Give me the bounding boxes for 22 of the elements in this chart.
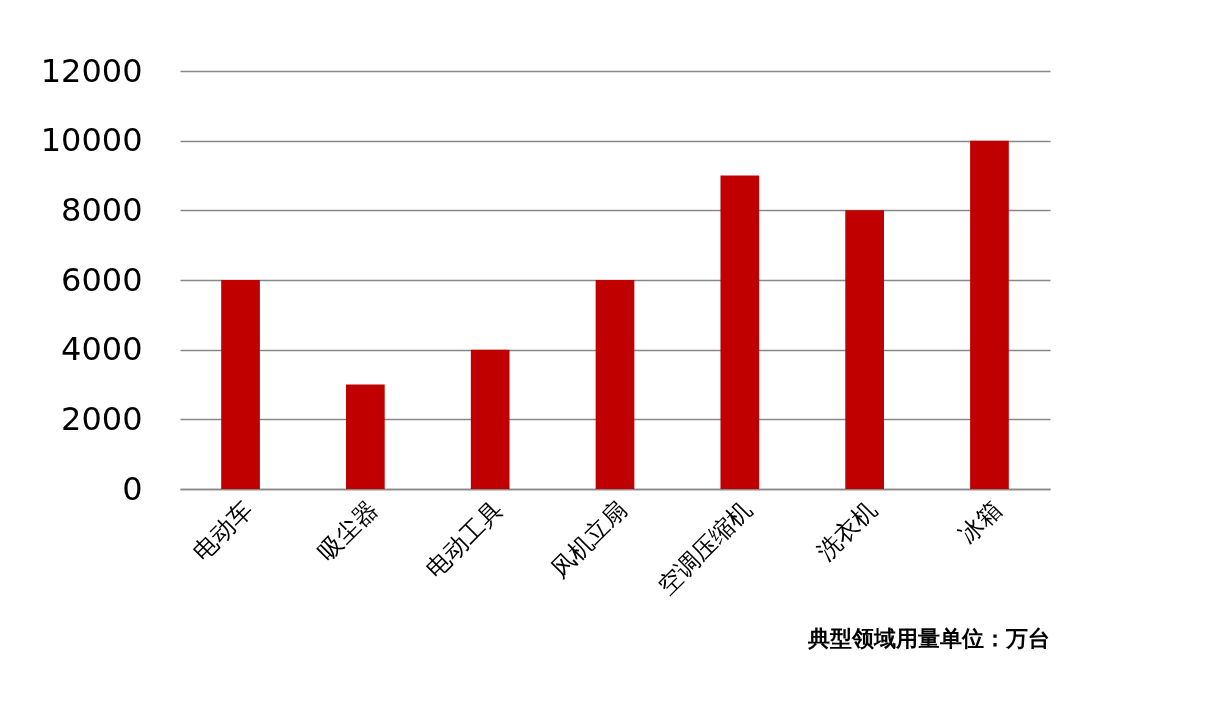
y-tick-label: 6000 bbox=[61, 260, 143, 299]
y-tick-label: 4000 bbox=[61, 330, 143, 369]
y-tick-label: 0 bbox=[122, 469, 143, 508]
bar bbox=[221, 280, 260, 489]
x-tick-label: 冰箱 bbox=[953, 495, 1008, 550]
text: 典型领域用量单位：万台 bbox=[807, 625, 1050, 651]
y-tick-label: 8000 bbox=[61, 190, 143, 229]
bar bbox=[470, 349, 510, 489]
x-tick-label: 洗衣机 bbox=[811, 495, 883, 567]
x-tick-label: 吸尘器 bbox=[312, 495, 384, 567]
bar bbox=[720, 175, 760, 489]
x-tick-label: 电动车 bbox=[187, 495, 259, 567]
y-tick-label: 10000 bbox=[40, 121, 143, 160]
bar bbox=[595, 280, 635, 489]
x-tick-label: 空调压缩机 bbox=[652, 495, 758, 601]
bar bbox=[346, 384, 385, 489]
x-tick-label: 电动工具 bbox=[420, 495, 508, 584]
y-tick-label: 2000 bbox=[61, 399, 143, 438]
y-tick-label: 12000 bbox=[40, 51, 143, 90]
x-tick-label: 风机立扇 bbox=[545, 495, 633, 584]
bar bbox=[845, 210, 884, 489]
bar bbox=[970, 140, 1009, 489]
